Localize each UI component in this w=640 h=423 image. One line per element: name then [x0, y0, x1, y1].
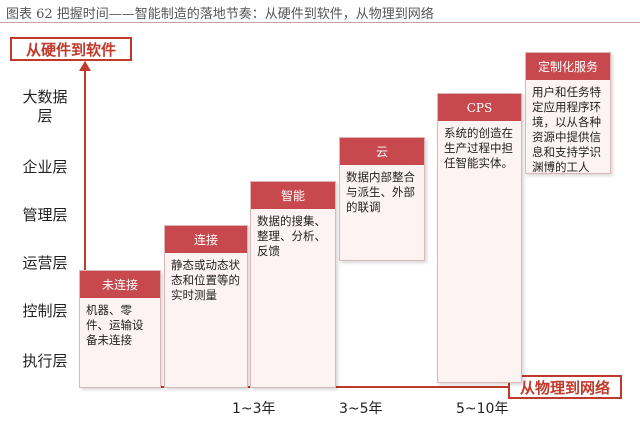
layer-management: 管理层	[22, 206, 68, 224]
stage-custom-service: 定制化服务 用户和任务特定应用程序环境，以从各种资源中提供信息和支持学识渊博的工…	[525, 52, 611, 174]
timeline-tick-3-5: 3~5年	[339, 401, 383, 417]
stage-smart: 智能 数据的搜集、整理、分析、反馈	[250, 181, 336, 388]
caption-divider	[0, 22, 640, 23]
stage-title: CPS	[438, 94, 521, 121]
stage-desc: 机器、零件、运输设备未连接	[86, 303, 144, 347]
stage-desc: 静态或动态状态和位置等的实时测量	[171, 258, 240, 302]
stage-title: 定制化服务	[526, 53, 610, 80]
stage-desc: 用户和任务特定应用程序环境，以从各种资源中提供信息和支持学识渊博的工人	[532, 85, 601, 174]
stage-title: 未连接	[80, 271, 160, 298]
stage-title: 连接	[165, 226, 247, 253]
stage-connected: 连接 静态或动态状态和位置等的实时测量	[164, 225, 248, 388]
stage-cloud: 云 数据内部整合与派生、外部的联调	[339, 137, 425, 261]
layer-big-data: 大数据层	[22, 88, 68, 125]
layer-enterprise: 企业层	[22, 158, 68, 176]
layer-control: 控制层	[22, 302, 68, 320]
stage-unconnected: 未连接 机器、零件、运输设备未连接	[79, 270, 161, 388]
stage-desc: 数据的搜集、整理、分析、反馈	[257, 214, 326, 258]
vertical-axis	[84, 62, 86, 388]
figure-caption: 图表 62 把握时间——智能制造的落地节奏：从硬件到软件，从物理到网络	[6, 7, 434, 22]
layer-operation: 运营层	[22, 254, 68, 272]
stage-cps: CPS 系统的创造在生产过程中担任智能实体。	[437, 93, 522, 383]
axis-arrow-up-icon	[79, 61, 91, 71]
stage-title: 云	[340, 138, 424, 165]
y-axis-label: 从硬件到软件	[10, 37, 132, 61]
layer-execution: 执行层	[22, 352, 68, 370]
x-axis-label: 从物理到网络	[508, 375, 622, 399]
stage-desc: 系统的创造在生产过程中担任智能实体。	[444, 126, 513, 170]
timeline-tick-1-3: 1~3年	[232, 401, 276, 417]
stage-title: 智能	[251, 182, 335, 209]
stage-desc: 数据内部整合与派生、外部的联调	[346, 170, 415, 214]
timeline-tick-5-10: 5~10年	[456, 401, 509, 417]
